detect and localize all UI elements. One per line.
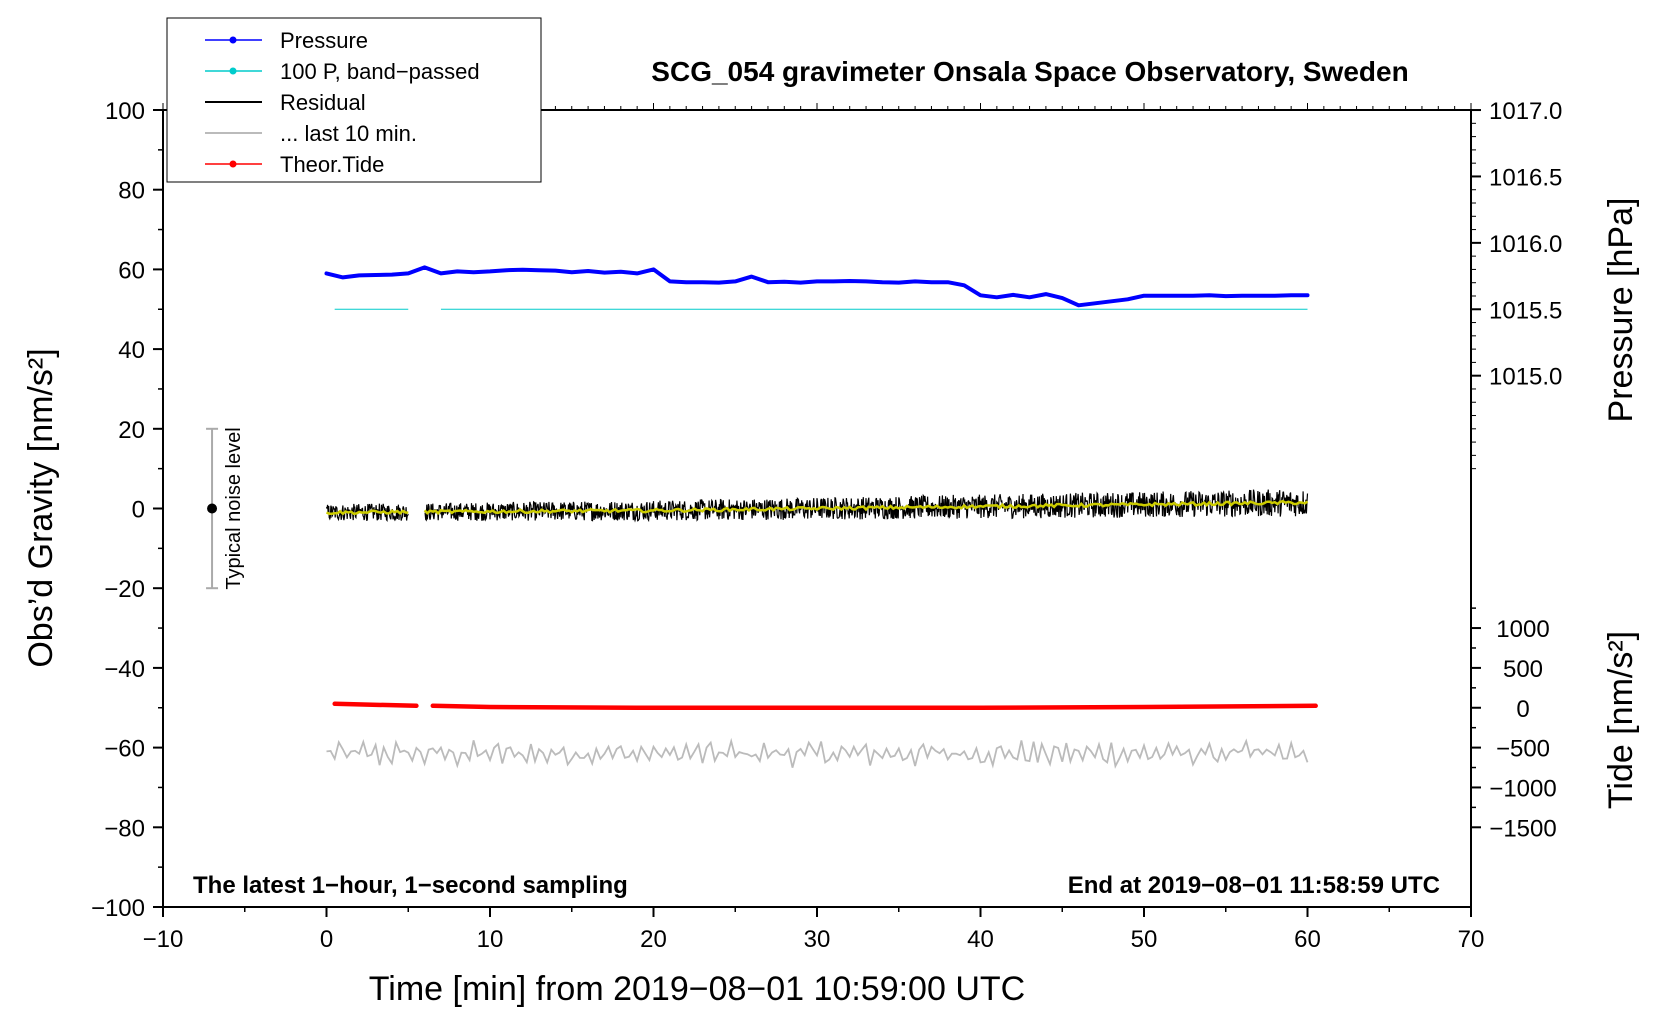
- y-tick-label: 60: [118, 257, 145, 284]
- tide-tick-label: −1500: [1489, 815, 1556, 842]
- legend-box: [166, 17, 542, 183]
- tide-tick-label: 0: [1516, 696, 1529, 723]
- legend-entry-residual: Residual: [205, 90, 366, 115]
- legend-entry-pressure: Pressure: [205, 28, 368, 53]
- legend-entry-band-passed: 100 P, band−passed: [205, 59, 480, 84]
- pressure-line: [324, 265, 1310, 308]
- y-tick-label: 40: [118, 337, 145, 364]
- y-axis-title-left: Obs’d Gravity [nm/s²]: [22, 348, 60, 667]
- y-tick-label: 80: [118, 178, 145, 205]
- legend-marker-pressure: [229, 36, 237, 44]
- x-tick-label: 10: [477, 926, 504, 953]
- y-tick-label: −20: [104, 576, 145, 603]
- y-tick-label: −60: [104, 736, 145, 763]
- legend-label-last-10-min: ... last 10 min.: [280, 121, 417, 146]
- series-layer: [324, 265, 1318, 769]
- pressure-tick-label: 1016.0: [1489, 231, 1562, 258]
- x-tick-label: 50: [1131, 926, 1158, 953]
- x-tick-label: 70: [1458, 926, 1485, 953]
- pressure-tick-label: 1017.0: [1489, 98, 1562, 125]
- y-tick-label: 100: [105, 98, 145, 125]
- tide-tick-label: −1000: [1489, 775, 1556, 802]
- x-tick-label: 60: [1294, 926, 1321, 953]
- x-tick-label: −10: [143, 926, 184, 953]
- annotation-sampling: The latest 1−hour, 1−second sampling: [193, 872, 628, 899]
- x-tick-label: 30: [804, 926, 831, 953]
- x-axis-title: Time [min] from 2019−08−01 10:59:00 UTC: [369, 970, 1025, 1008]
- legend-marker-band-passed: [229, 67, 237, 75]
- axis-layer: −10 0 10 20 30 40 50 60 70−100−80−60−40−20020406…: [91, 98, 1562, 953]
- y-tick-label: −100: [91, 895, 145, 922]
- y-tick-label: −80: [104, 815, 145, 842]
- theor-tide-line: [430, 703, 1318, 711]
- annotation-end-time: End at 2019−08−01 11:58:59 UTC: [1068, 872, 1440, 899]
- y-axis-title-pressure: Pressure [hPa]: [1602, 198, 1640, 423]
- legend: Pressure 100 P, band−passed Residual ...…: [166, 17, 542, 183]
- legend-label-pressure: Pressure: [280, 28, 368, 53]
- pressure-tick-label: 1016.5: [1489, 164, 1562, 191]
- residual-smoothed-line: [423, 500, 1309, 516]
- noise-level-indicator: Typical noise level: [206, 427, 245, 590]
- tide-tick-label: −500: [1496, 736, 1550, 763]
- noise-dot: [207, 503, 218, 514]
- noise-label: Typical noise level: [223, 427, 245, 589]
- last-10-min-line: [326, 737, 1309, 769]
- x-tick-label: 20: [640, 926, 667, 953]
- chart-title: SCG_054 gravimeter Onsala Space Observat…: [651, 56, 1408, 87]
- residual-smoothed-line: [325, 509, 409, 516]
- legend-marker-theor-tide: [229, 160, 237, 168]
- y-tick-label: 0: [132, 497, 145, 524]
- legend-entry-theor-tide: Theor.Tide: [205, 152, 384, 177]
- x-tick-label: 0: [320, 926, 333, 953]
- legend-entry-last-10-min: ... last 10 min.: [205, 121, 417, 146]
- legend-label-residual: Residual: [280, 90, 366, 115]
- pressure-tick-label: 1015.0: [1489, 364, 1562, 391]
- legend-label-band-passed: 100 P, band−passed: [280, 59, 480, 84]
- x-tick-label: 40: [967, 926, 994, 953]
- y-tick-label: −40: [104, 656, 145, 683]
- pressure-tick-label: 1015.5: [1489, 297, 1562, 324]
- tide-tick-label: 1000: [1496, 616, 1549, 643]
- legend-label-theor-tide: Theor.Tide: [280, 152, 384, 177]
- theor-tide-line: [332, 701, 419, 709]
- y-axis-title-tide: Tide [nm/s²]: [1602, 631, 1640, 809]
- y-tick-label: 20: [118, 417, 145, 444]
- tide-tick-label: 500: [1503, 656, 1543, 683]
